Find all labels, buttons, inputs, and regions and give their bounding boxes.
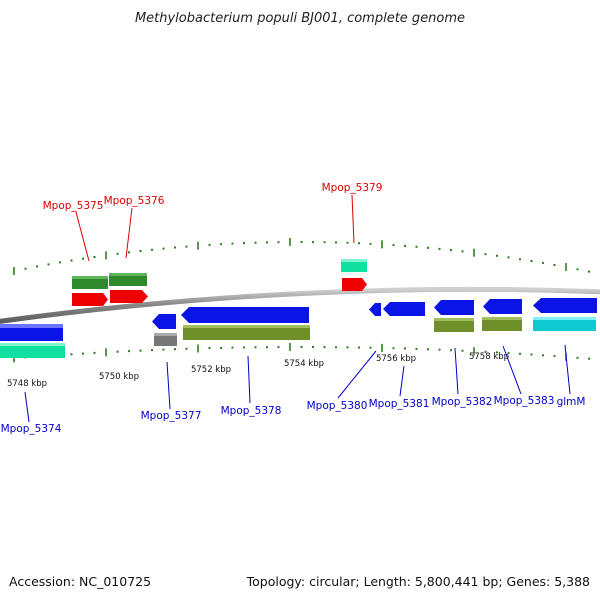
scale-label: 5750 kbp bbox=[99, 372, 139, 382]
genome-summary-text: Topology: circular; Length: 5,800,441 bp… bbox=[246, 574, 590, 589]
gene-label-mpop-5375[interactable]: Mpop_5375 bbox=[43, 200, 104, 212]
gene-label-mpop-5379[interactable]: Mpop_5379 bbox=[322, 182, 383, 194]
gene-mpop-5382[interactable] bbox=[434, 300, 474, 332]
dotted-tick-track-upper bbox=[13, 238, 590, 275]
gene-arrow bbox=[383, 302, 425, 316]
gene-arrow bbox=[152, 314, 176, 329]
gene-label-mpop-5378[interactable]: Mpop_5378 bbox=[221, 405, 282, 417]
gene-feature-bar bbox=[533, 317, 596, 331]
gene-feature-bar bbox=[72, 276, 108, 289]
label-leader-line bbox=[24, 391, 30, 423]
label-leader-line bbox=[502, 345, 522, 395]
gene-mpop-5379[interactable] bbox=[341, 259, 367, 291]
gene-mpop-5376[interactable] bbox=[109, 273, 148, 303]
gene-feature-highlight bbox=[533, 317, 596, 320]
label-leader-line bbox=[454, 347, 459, 395]
gene-feature-highlight bbox=[0, 343, 65, 346]
label-leader-line bbox=[166, 361, 171, 410]
gene-label-mpop-5374[interactable]: Mpop_5374 bbox=[1, 423, 62, 435]
label-leader-line bbox=[351, 194, 355, 244]
accession-text: Accession: NC_010725 bbox=[9, 574, 151, 589]
label-leader-line bbox=[247, 355, 251, 404]
gene-feature-bar bbox=[341, 259, 367, 272]
scale-label: 5754 kbp bbox=[284, 359, 324, 369]
gene-mpop-5380[interactable] bbox=[369, 303, 381, 316]
label-leader-line bbox=[399, 365, 405, 397]
gene-label-mpop-5382[interactable]: Mpop_5382 bbox=[432, 396, 493, 408]
gene-feature-highlight bbox=[154, 333, 177, 336]
gene-arrow bbox=[533, 298, 597, 313]
gene-label-mpop-5380[interactable]: Mpop_5380 bbox=[307, 400, 368, 412]
gene-arrow bbox=[483, 299, 522, 314]
gene-feature-bar bbox=[183, 325, 310, 340]
gene-mpop-5377[interactable] bbox=[152, 314, 177, 346]
dotted-tick-track-lower bbox=[13, 343, 590, 363]
reverse-gene-labels: Mpop_5374 Mpop_5377 Mpop_5378 Mpop_5380 … bbox=[1, 344, 586, 435]
gene-feature-highlight bbox=[109, 273, 147, 276]
gene-feature-highlight bbox=[482, 317, 522, 320]
gene-feature-bar bbox=[434, 318, 474, 332]
genome-backbone bbox=[0, 286, 600, 324]
gene-glmm[interactable] bbox=[533, 298, 597, 331]
scale-label: 5748 kbp bbox=[7, 379, 47, 389]
label-leader-line bbox=[337, 350, 377, 399]
scale-labels: 5748 kbp 5750 kbp 5752 kbp 5754 kbp 5756… bbox=[7, 352, 509, 389]
gene-arrow bbox=[72, 293, 108, 306]
gene-arrow bbox=[110, 290, 148, 303]
gene-mpop-5374[interactable] bbox=[0, 324, 65, 358]
gene-feature-bar bbox=[154, 333, 177, 346]
gene-arrow bbox=[342, 278, 367, 291]
gene-feature-bar bbox=[0, 343, 65, 358]
forward-strand bbox=[72, 259, 367, 306]
gene-arrow bbox=[369, 303, 381, 316]
scale-label: 5758 kbp bbox=[469, 352, 509, 362]
scale-label: 5756 kbp bbox=[376, 354, 416, 364]
gene-arrow bbox=[434, 300, 474, 315]
label-leader-line bbox=[564, 344, 571, 395]
gene-label-glmm[interactable]: glmM bbox=[557, 396, 586, 408]
label-leader-line bbox=[75, 211, 90, 262]
gene-label-mpop-5377[interactable]: Mpop_5377 bbox=[141, 410, 202, 422]
forward-gene-labels: Mpop_5375 Mpop_5376 Mpop_5379 bbox=[43, 182, 383, 262]
gene-feature-highlight bbox=[183, 325, 310, 328]
scale-label: 5752 kbp bbox=[191, 365, 231, 375]
gene-label-mpop-5376[interactable]: Mpop_5376 bbox=[104, 195, 165, 207]
gene-mpop-5381[interactable] bbox=[383, 302, 425, 316]
gene-feature-highlight bbox=[341, 259, 367, 262]
gene-arrow bbox=[0, 324, 63, 341]
gene-arrow-highlight bbox=[0, 324, 63, 328]
gene-mpop-5383[interactable] bbox=[482, 299, 522, 331]
gene-feature-bar bbox=[482, 317, 522, 331]
gene-mpop-5375[interactable] bbox=[72, 276, 108, 306]
label-leader-line bbox=[125, 207, 133, 259]
gene-mpop-5378[interactable] bbox=[181, 307, 310, 340]
gene-arrow bbox=[181, 307, 309, 323]
map-title: Methylobacterium populi BJ001, complete … bbox=[135, 11, 465, 26]
gene-label-mpop-5383[interactable]: Mpop_5383 bbox=[494, 395, 555, 407]
gene-feature-bar bbox=[109, 273, 147, 286]
gene-label-mpop-5381[interactable]: Mpop_5381 bbox=[369, 398, 430, 410]
gene-feature-highlight bbox=[72, 276, 108, 279]
gene-feature-highlight bbox=[434, 318, 474, 321]
reverse-strand bbox=[0, 298, 597, 358]
